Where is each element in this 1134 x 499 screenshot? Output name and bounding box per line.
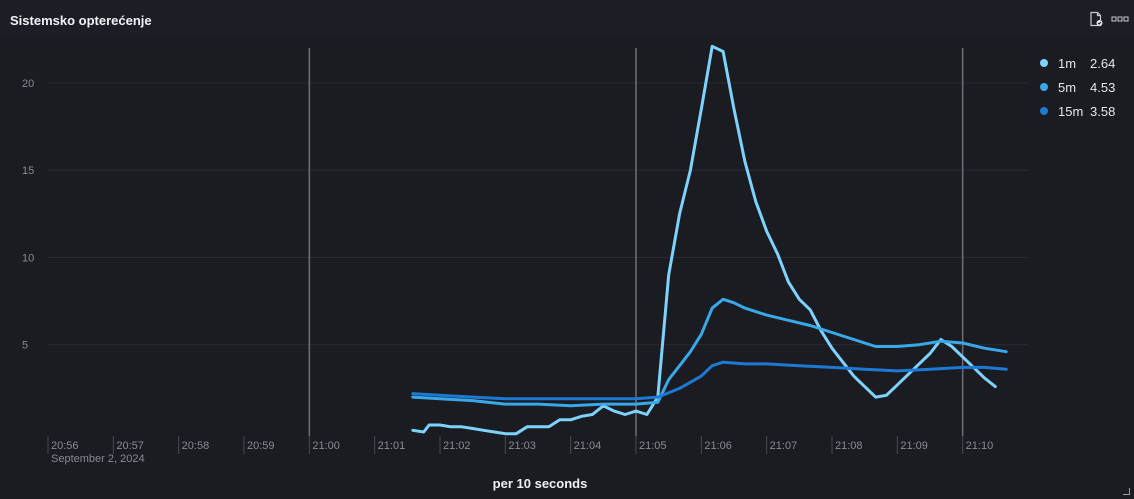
legend-name: 5m	[1058, 79, 1077, 95]
legend-name: 15m	[1058, 103, 1084, 119]
file-check-icon[interactable]	[1086, 9, 1106, 29]
x-tick-label: 21:06	[704, 440, 732, 452]
x-tick-label: 21:02	[443, 440, 471, 452]
x-tick-label: 20:56	[51, 440, 79, 452]
legend-dot-15m	[1040, 107, 1048, 115]
series-line-15m	[411, 360, 1008, 401]
y-tick-label: 15	[22, 165, 34, 177]
panel-header: Sistemsko opterećenje	[0, 0, 1134, 36]
legend-value: 2.64	[1090, 55, 1116, 71]
y-tick-label: 5	[22, 340, 28, 352]
x-tick-label: 21:07	[770, 440, 798, 452]
chart-legend: 1m 2.64 5m 4.53 15m 3.58	[1040, 51, 1130, 123]
chart-annotation-lines	[308, 48, 964, 436]
legend-value: 4.53	[1090, 79, 1116, 95]
series-line-1m	[411, 44, 997, 436]
x-tick-label: 20:58	[182, 440, 210, 452]
x-tick-label: 21:01	[378, 440, 406, 452]
x-tick-label: 21:05	[639, 440, 667, 452]
legend-item-5m[interactable]: 5m 4.53	[1040, 75, 1130, 99]
legend-item-1m[interactable]: 1m 2.64	[1040, 51, 1130, 75]
legend-dot-5m	[1040, 83, 1048, 91]
more-options-icon[interactable]	[1110, 9, 1130, 29]
x-tick-label: 21:00	[312, 440, 340, 452]
x-tick-label: 21:04	[574, 440, 602, 452]
legend-item-15m[interactable]: 15m 3.58	[1040, 99, 1130, 123]
chart-grid	[48, 82, 1028, 346]
chart-series	[411, 44, 1008, 436]
legend-name: 1m	[1058, 55, 1077, 71]
x-tick-label: 21:10	[966, 440, 994, 452]
interval-label: per 10 seconds	[492, 476, 588, 491]
y-tick-label: 20	[22, 78, 34, 90]
legend-value: 3.58	[1090, 103, 1116, 119]
y-axis: 5 10 15 20	[22, 78, 34, 352]
x-tick-label: 21:03	[508, 440, 536, 452]
x-tick-label: 20:59	[247, 440, 275, 452]
legend-dot-1m	[1040, 59, 1048, 67]
x-tick-label: 20:57	[116, 440, 144, 452]
x-axis: 20:56 20:57 20:58 20:59 21:00 21:01 21:02 21:03…	[47, 436, 994, 465]
date-label: September 2, 2024	[51, 453, 145, 465]
panel-title: Sistemsko opterećenje	[10, 13, 152, 28]
resize-handle-icon[interactable]	[1123, 488, 1130, 495]
x-tick-label: 21:09	[900, 440, 928, 452]
y-tick-label: 10	[22, 252, 34, 264]
series-line-5m	[411, 297, 1008, 408]
x-tick-label: 21:08	[835, 440, 863, 452]
